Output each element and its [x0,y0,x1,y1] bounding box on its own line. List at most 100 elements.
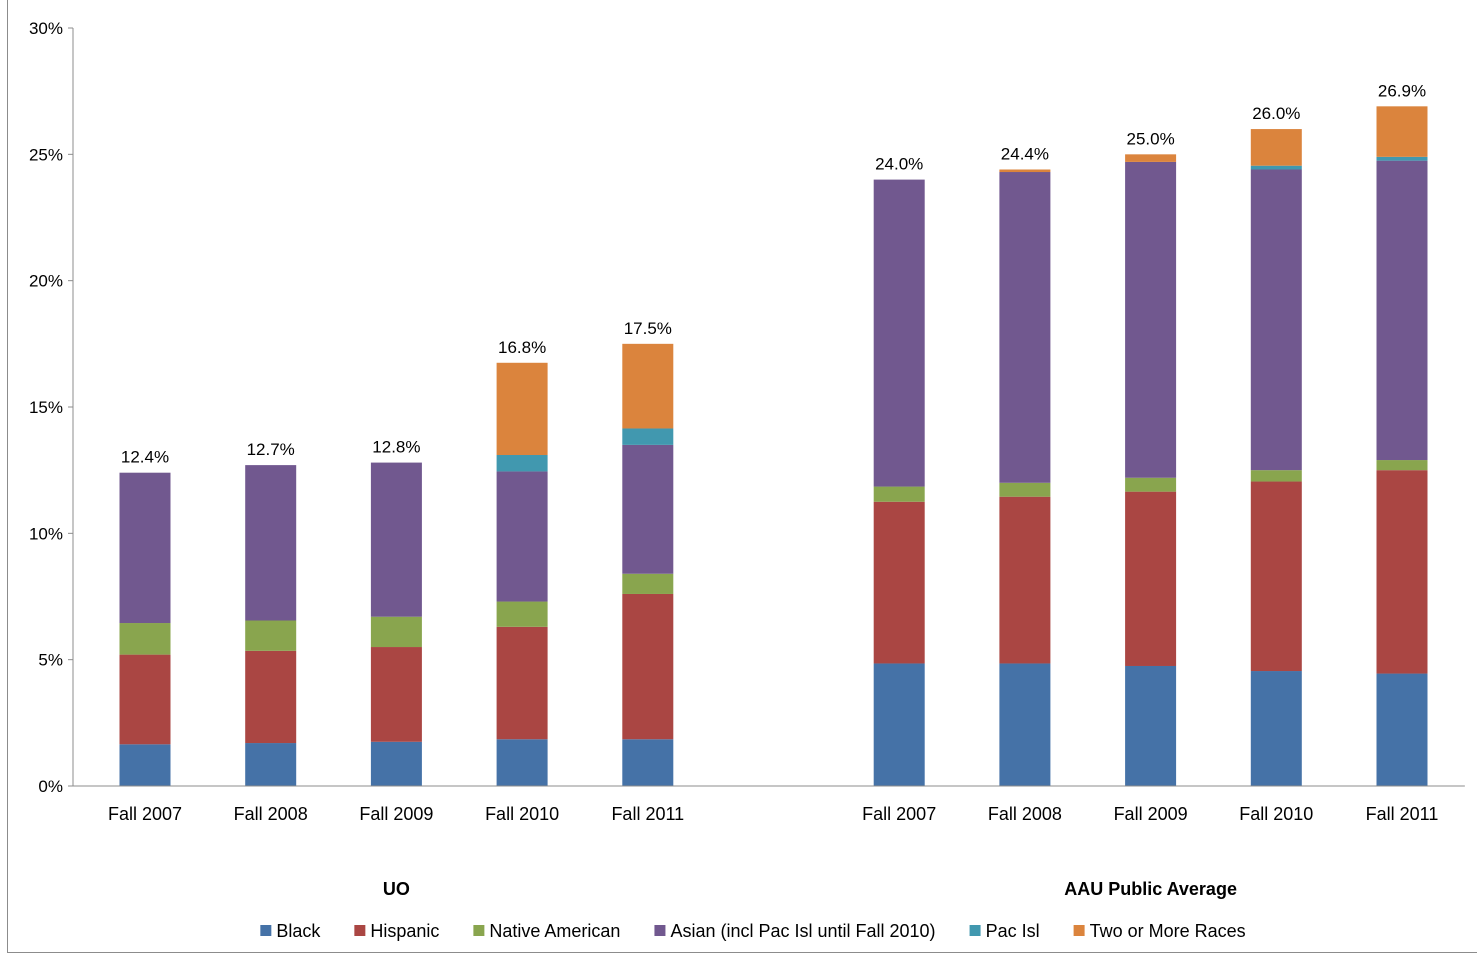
y-tick-label: 10% [29,524,63,543]
x-category-label: Fall 2011 [1366,804,1439,824]
group-label: AAU Public Average [1064,879,1237,899]
bar-segment-native-american [1376,460,1428,471]
bar-total-label: 17.5% [624,319,672,338]
legend-swatch [969,925,981,936]
bar-segment-two-or-more-races [1250,129,1302,166]
bar-total-label: 26.0% [1252,104,1300,123]
bar-segment-native-american [999,482,1051,497]
bar-segment-black [1376,673,1428,786]
bar-total-label: 12.8% [372,438,420,457]
bar-segment-two-or-more-races [999,169,1051,173]
legend-item: Two or More Races [1073,921,1246,941]
legend-label: Two or More Races [1090,921,1246,941]
bar-segment-asian-incl-pac-isl-until-fall-2010- [245,465,297,621]
x-category-label: Fall 2009 [1114,804,1188,824]
legend-swatch [260,925,272,936]
bar-segment-hispanic [1125,491,1177,666]
bar-total-label: 24.0% [875,155,923,174]
legend-item: Black [260,921,321,941]
legend-swatch [1073,925,1085,936]
bar-segment-black [1250,671,1302,786]
legend-swatch [354,925,366,936]
bar-segment-hispanic [873,501,925,664]
bar-total-label: 12.7% [247,440,295,459]
bar-segment-black [999,663,1051,786]
y-tick-label: 25% [29,145,63,164]
bar-segment-asian-incl-pac-isl-until-fall-2010- [622,444,674,574]
bar-segment-two-or-more-races [1376,106,1428,157]
x-category-label: Fall 2008 [234,804,308,824]
x-category-label: Fall 2011 [611,804,684,824]
legend-label: Hispanic [370,921,439,941]
bar-segment-black [370,741,422,786]
bar-segment-native-american [370,616,422,648]
x-category-label: Fall 2007 [108,804,182,824]
bar-total-label: 26.9% [1378,81,1426,100]
bar-total-label: 12.4% [121,448,169,467]
bar-segment-hispanic [245,650,297,744]
bar-segment-black [1125,665,1177,786]
x-category-label: Fall 2010 [1239,804,1313,824]
legend-swatch [654,925,666,936]
y-tick-label: 20% [29,272,63,291]
bar-segment-two-or-more-races [1125,154,1177,162]
bar-segment-asian-incl-pac-isl-until-fall-2010- [119,472,171,624]
legend-item: Asian (incl Pac Isl until Fall 2010) [654,921,936,941]
bars-layer [119,106,1428,786]
x-category-label: Fall 2007 [862,804,936,824]
x-category-label: Fall 2010 [485,804,559,824]
axes-layer: 0% 5% 10% 15% 20% 25% 30% [29,19,1465,796]
bar-segment-hispanic [496,626,548,740]
bar-segment-native-american [622,573,674,594]
bar-total-label: 24.4% [1001,144,1049,163]
bar-total-label: 25.0% [1126,129,1174,148]
group-label: UO [383,879,410,899]
bar-segment-black [245,743,297,786]
bar-segment-hispanic [1250,481,1302,672]
bar-segment-asian-incl-pac-isl-until-fall-2010- [999,172,1051,483]
bar-segment-native-american [873,486,925,502]
legend-label: Asian (incl Pac Isl until Fall 2010) [670,921,935,941]
legend-label: Native American [489,921,620,941]
bar-segment-pac-isl [496,455,548,472]
bar-segment-native-american [245,620,297,651]
x-category-label: Fall 2008 [988,804,1062,824]
legend-item: Native American [473,921,620,941]
bar-segment-asian-incl-pac-isl-until-fall-2010- [873,179,925,487]
bar-segment-two-or-more-races [622,343,674,429]
bar-segment-asian-incl-pac-isl-until-fall-2010- [1125,161,1177,478]
chart-frame [7,0,1477,953]
bar-segment-pac-isl [1376,156,1428,161]
bar-segment-hispanic [622,593,674,740]
bar-segment-native-american [1125,477,1177,492]
bar-segment-native-american [496,601,548,627]
bar-segment-pac-isl [622,428,674,445]
legend-item: Pac Isl [969,921,1040,941]
bar-segment-native-american [1250,470,1302,482]
bar-segment-black [496,739,548,786]
bar-segment-two-or-more-races [496,362,548,456]
bar-segment-black [873,663,925,786]
bar-segment-hispanic [119,654,171,745]
legend-item: Hispanic [354,921,439,941]
bar-segment-asian-incl-pac-isl-until-fall-2010- [370,462,422,617]
bar-segment-hispanic [999,496,1051,664]
bar-segment-asian-incl-pac-isl-until-fall-2010- [1376,160,1428,461]
bar-segment-hispanic [1376,470,1428,674]
y-tick-label: 0% [38,777,63,796]
bar-total-label: 16.8% [498,338,546,357]
y-tick-label: 15% [29,398,63,417]
bar-segment-native-american [119,623,171,655]
y-tick-label: 30% [29,19,63,38]
legend-label: Pac Isl [986,921,1040,941]
y-tick-label: 5% [38,651,63,670]
bar-segment-hispanic [370,647,422,742]
x-category-label: Fall 2009 [359,804,433,824]
bar-segment-asian-incl-pac-isl-until-fall-2010- [1250,169,1302,471]
bar-segment-black [622,739,674,786]
bar-segment-asian-incl-pac-isl-until-fall-2010- [496,471,548,602]
legend-label: Black [276,921,321,941]
legend: Black Hispanic Native American Asian (incl … [260,921,1246,941]
bar-segment-pac-isl [1250,165,1302,170]
